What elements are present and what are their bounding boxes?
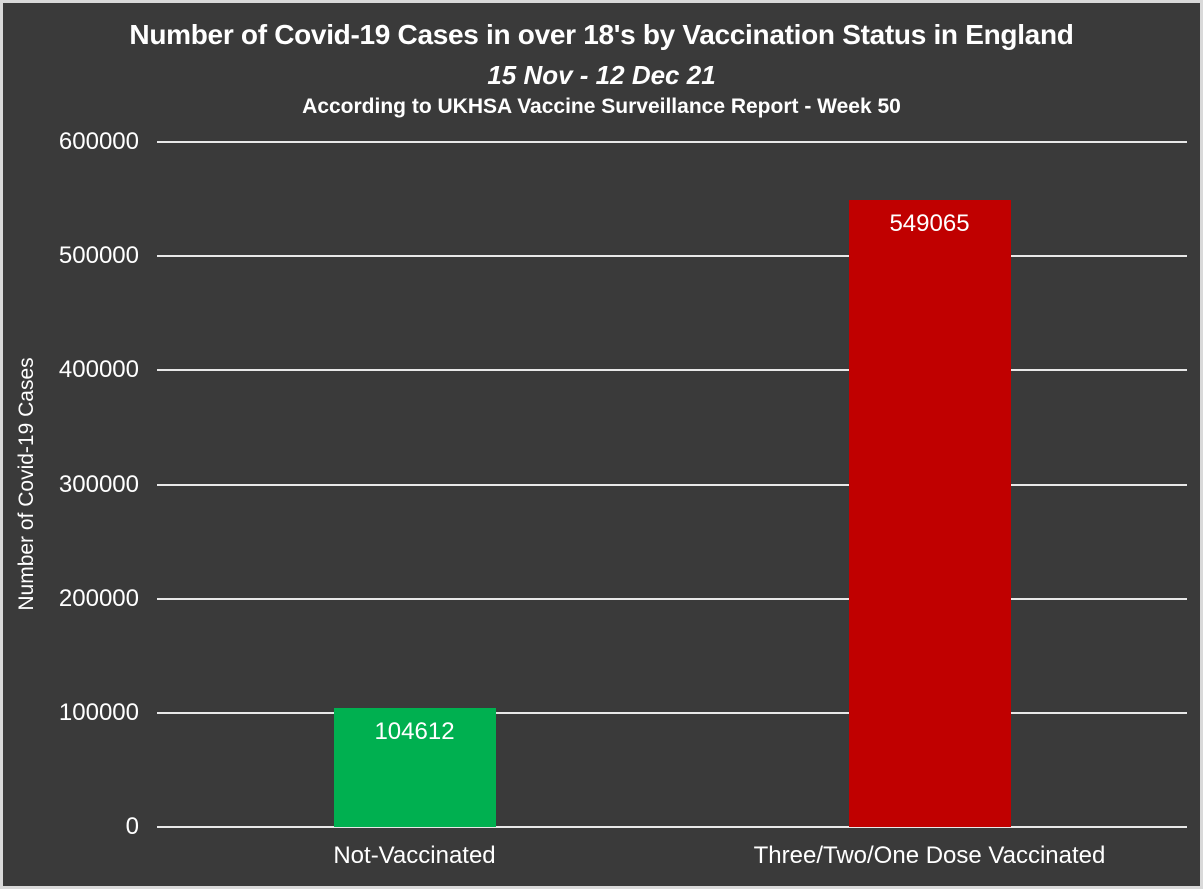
gridline [157,597,1187,600]
gridline [157,711,1187,714]
bar-value-label: 104612 [374,717,455,745]
x-category-label-not-vaccinated: Not-Vaccinated [333,842,496,869]
chart-source-note: According to UKHSA Vaccine Surveillance … [302,95,901,118]
y-tick-label: 0 [125,813,139,840]
y-tick-label: 600000 [58,128,139,155]
y-tick-label: 100000 [58,698,139,726]
chart-title: Number of Covid-19 Cases in over 18's by… [129,19,1074,50]
bar-three-two-one-dose-vaccinated: 549065 [848,200,1011,827]
bar-value-label: 549065 [889,210,970,238]
chart-subtitle: 15 Nov - 12 Dec 21 [487,60,716,90]
x-category-label-three-two-one-dose-vaccinated: Three/Two/One Dose Vaccinated [753,842,1106,869]
gridline [157,483,1187,486]
gridline [157,141,1187,143]
plot-area: 104612 549065 [157,141,1187,828]
gridline [157,369,1187,372]
y-tick-label: 300000 [58,470,139,498]
y-tick-label: 200000 [58,584,139,612]
bar-not-vaccinated: 104612 [333,707,496,827]
x-axis-line [157,826,1187,828]
y-tick-label: 500000 [58,242,139,270]
y-tick-label: 400000 [58,356,139,384]
gridline [157,255,1187,258]
